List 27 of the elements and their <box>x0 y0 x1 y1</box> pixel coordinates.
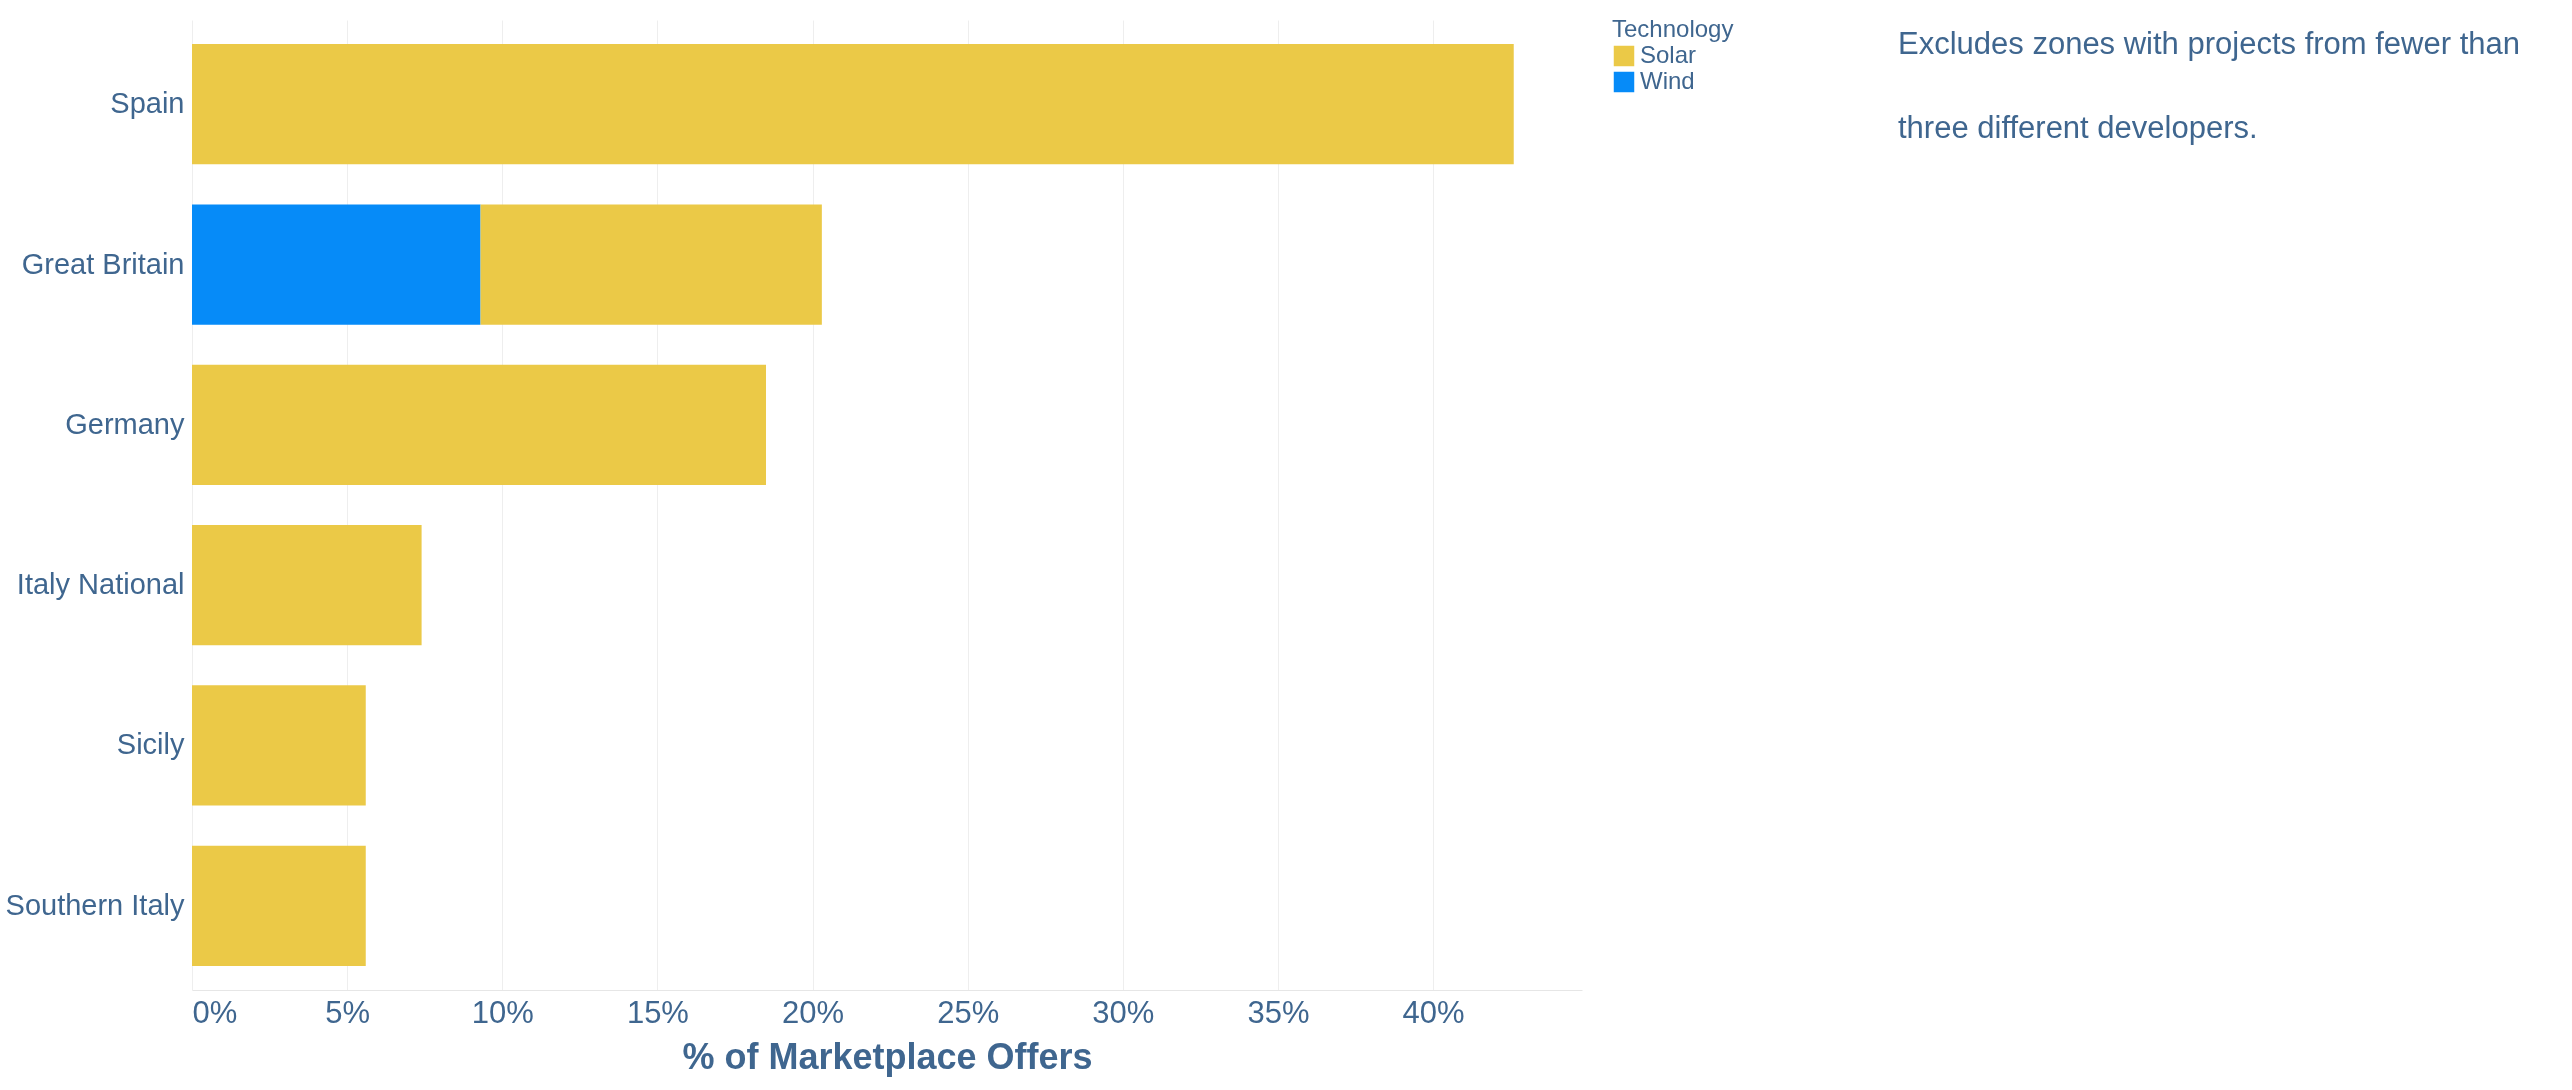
x-tick-label: 35% <box>1247 994 1310 1030</box>
bar <box>192 685 366 806</box>
x-tick-label: 30% <box>1092 994 1155 1030</box>
x-axis-title: % of Marketplace Offers <box>682 1035 1093 1077</box>
bar <box>192 204 481 325</box>
y-tick-label: Southern Italy <box>5 888 185 921</box>
y-tick-label: Italy National <box>16 568 185 601</box>
legend-label: Wind <box>1640 67 1695 94</box>
x-tick-label: 10% <box>471 994 534 1030</box>
bar <box>192 44 1514 165</box>
y-tick-label: Spain <box>110 87 185 120</box>
text: Excludes zones with projects from fewer than three different developers. <box>1898 26 2520 145</box>
y-tick-label: Germany <box>65 407 185 440</box>
x-tick-label: 40% <box>1402 994 1465 1030</box>
x-tick-label: 15% <box>626 994 689 1030</box>
x-tick-label: 5% <box>325 994 371 1030</box>
bar <box>192 525 422 646</box>
y-tick-label: Sicily <box>116 728 185 761</box>
y-tick-label: Great Britain <box>21 247 185 280</box>
legend-label: Solar <box>1640 41 1697 68</box>
legend-title: Technology <box>1612 15 1734 42</box>
x-tick-label: 25% <box>937 994 1000 1030</box>
x-tick-label: 20% <box>782 994 845 1030</box>
x-tick-label: 0% <box>192 994 238 1030</box>
bar <box>192 845 366 966</box>
bar <box>480 204 822 325</box>
bar <box>192 364 766 485</box>
